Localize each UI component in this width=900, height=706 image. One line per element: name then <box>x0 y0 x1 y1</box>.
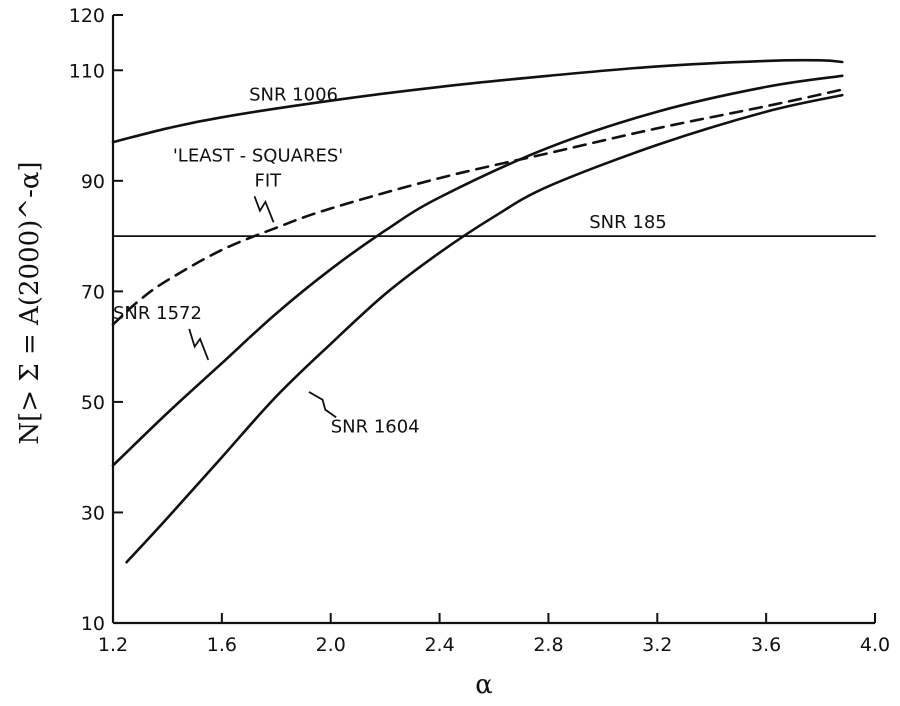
x-axis-title: α <box>475 670 493 700</box>
x-tick-label: 2.8 <box>533 634 563 656</box>
x-tick-label: 1.2 <box>98 634 128 656</box>
annotation-label: SNR 1572 <box>113 303 202 324</box>
axes: 1.2 1.6 2.0 2.4 2.8 3.2 3.6 4.0 10 30 50 70 90 110 120… <box>15 5 890 700</box>
annotation-label: 'LEAST - SQUARES' <box>173 145 343 166</box>
x-tick-label: 3.2 <box>642 634 672 656</box>
annotation-label: SNR 185 <box>589 212 666 233</box>
y-tick-label: 90 <box>81 171 105 193</box>
x-tick-label: 3.6 <box>751 634 781 656</box>
series-line-snr-1572 <box>111 74 844 467</box>
y-tick-label: 10 <box>81 613 105 635</box>
y-tick-label: 110 <box>69 60 105 82</box>
y-tick-label: 70 <box>81 281 105 303</box>
y-axis-title: N[> Σ = A(2000)^-α] <box>15 161 45 444</box>
annotation-label: SNR 1604 <box>331 416 420 437</box>
annotation-label: FIT <box>255 170 283 191</box>
y-tick-label: 120 <box>69 5 105 27</box>
x-tick-label: 2.0 <box>316 634 346 656</box>
x-tick-label: 4.0 <box>860 634 890 656</box>
y-tick-label: 50 <box>81 392 105 414</box>
x-tick-label: 1.6 <box>207 634 237 656</box>
series-layer <box>111 58 876 564</box>
y-tick-label: 30 <box>81 502 105 524</box>
x-tick-label: 2.4 <box>424 634 454 656</box>
fit-pointer-icon <box>253 195 275 223</box>
snr1604-pointer-icon <box>308 391 337 419</box>
series-line-snr-1604 <box>125 93 844 564</box>
snr1572-pointer-icon <box>188 328 210 361</box>
annotations: SNR 1006 'LEAST - SQUARES' FIT SNR 185 SNR 1… <box>113 85 667 438</box>
series-line-snr-1006 <box>111 58 844 144</box>
series-line-least-squares-fit <box>111 88 844 326</box>
annotation-label: SNR 1006 <box>249 85 338 106</box>
